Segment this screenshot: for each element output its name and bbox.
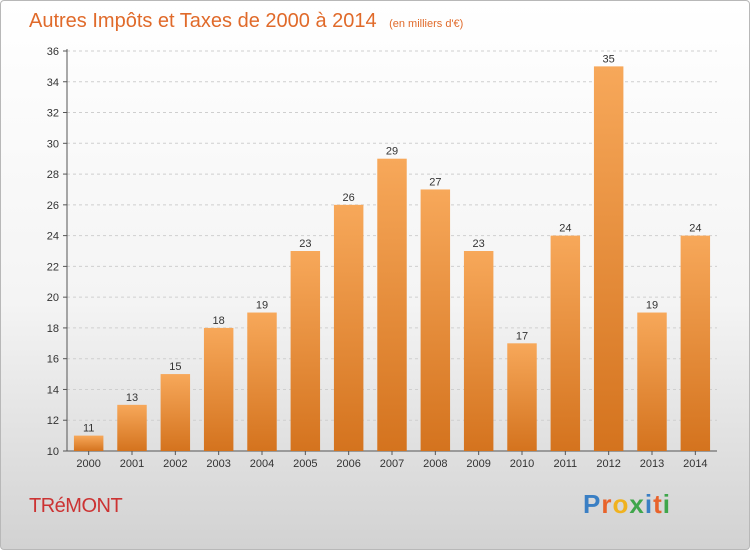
y-tick-label: 18	[47, 323, 59, 335]
y-tick-label: 36	[47, 46, 59, 58]
chart-title: Autres Impôts et Taxes de 2000 à 2014 (e…	[29, 10, 463, 32]
brand-logo: Proxiti	[583, 489, 671, 520]
data-label-2008: 27	[429, 176, 441, 188]
x-tick-label-2007: 2007	[380, 458, 404, 470]
y-tick-label: 32	[47, 108, 59, 120]
x-tick-label-2014: 2014	[683, 458, 707, 470]
bar-2007	[377, 158, 407, 451]
data-label-2010: 17	[516, 330, 528, 342]
data-label-2007: 29	[386, 146, 398, 158]
x-tick-label-2001: 2001	[120, 458, 144, 470]
bar-2003	[203, 327, 234, 451]
data-label-2002: 15	[169, 361, 181, 373]
y-tick-label: 10	[47, 446, 59, 458]
y-tick-label: 20	[47, 292, 59, 304]
bar-2000	[73, 435, 104, 451]
bar-2005	[290, 251, 321, 451]
x-tick-label-2004: 2004	[250, 458, 274, 470]
chart-title-unit: (en milliers d'€)	[389, 18, 463, 30]
commune-name: TRéMONT	[29, 495, 123, 517]
x-tick-label-2011: 2011	[554, 458, 578, 470]
bar-2004	[247, 312, 277, 451]
brand-letter: P	[583, 489, 602, 519]
brand-letter: t	[653, 489, 663, 519]
x-tick-label-2008: 2008	[423, 458, 447, 470]
bar-2012	[593, 66, 624, 451]
data-label-2012: 35	[603, 53, 615, 65]
data-label-2003: 18	[213, 315, 225, 327]
bars	[73, 66, 711, 451]
data-label-2006: 26	[343, 192, 355, 204]
data-label-2014: 24	[689, 223, 701, 235]
x-tick-label-2003: 2003	[206, 458, 230, 470]
bar-2014	[680, 235, 711, 451]
x-tick-label-2006: 2006	[336, 458, 360, 470]
x-tick-label-2012: 2012	[596, 458, 620, 470]
data-label-2004: 19	[256, 300, 268, 312]
x-tick-label-2005: 2005	[293, 458, 317, 470]
data-label-2005: 23	[299, 238, 311, 250]
bar-2002	[160, 374, 191, 451]
bar-2001	[117, 404, 147, 451]
y-tick-label: 26	[47, 200, 59, 212]
data-labels: 11 13 15 18 19 23 26 29 27 23 17 24 35 19 24	[83, 53, 702, 434]
data-label-2011: 24	[559, 223, 571, 235]
data-label-2000: 11	[83, 423, 94, 435]
chart-title-main: Autres Impôts et Taxes de 2000 à 2014	[29, 10, 377, 32]
data-label-2001: 13	[126, 392, 138, 404]
bar-2011	[550, 235, 581, 451]
bar-2009	[463, 251, 494, 451]
brand-letter: x	[629, 489, 645, 519]
data-label-2009: 23	[473, 238, 485, 250]
brand-letter: r	[601, 489, 613, 519]
y-tick-label: 24	[47, 231, 59, 243]
y-tick-label: 30	[47, 138, 59, 150]
brand-letter: i	[662, 489, 671, 519]
y-tick-label: 22	[47, 261, 59, 273]
x-tick-label-2000: 2000	[76, 458, 100, 470]
y-axis-labels: 10 12 14 16 18 20 22 24 26 28 30 32 34 36	[47, 46, 59, 458]
bar-2006	[333, 204, 364, 451]
x-tick-label-2002: 2002	[163, 458, 187, 470]
x-tick-label-2010: 2010	[510, 458, 534, 470]
bar-2008	[420, 189, 451, 451]
bar-chart: Autres Impôts et Taxes de 2000 à 2014 (e…	[29, 10, 717, 470]
x-tick-label-2013: 2013	[640, 458, 664, 470]
data-label-2013: 19	[646, 300, 658, 312]
brand-letter: i	[644, 489, 654, 519]
y-tick-label: 14	[47, 384, 59, 396]
bar-2010	[507, 343, 537, 451]
y-tick-label: 16	[47, 354, 59, 366]
x-tick-label-2009: 2009	[466, 458, 490, 470]
y-tick-label: 34	[47, 77, 59, 89]
brand-letter: o	[612, 489, 630, 519]
y-tick-label: 12	[47, 415, 59, 427]
y-tick-label: 28	[47, 169, 59, 181]
x-axis-labels: 2000 2001 2002 2003 2004 2005 2006 2007 2008 2009…	[76, 458, 707, 470]
bar-2013	[637, 312, 667, 451]
